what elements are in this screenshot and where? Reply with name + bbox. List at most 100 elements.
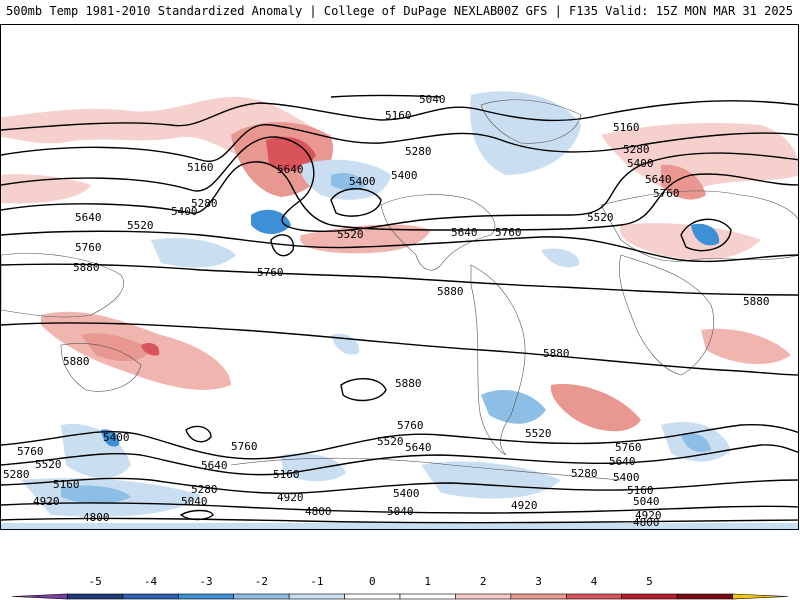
color-scale-swatches xyxy=(11,593,789,600)
model-run-info: 00Z GFS | F135 Valid: 15Z MON MAR 31 202… xyxy=(496,4,793,18)
contour-label: 5760 xyxy=(257,266,284,279)
cold-anomaly-core xyxy=(251,209,291,234)
contour-label: 5760 xyxy=(75,241,102,254)
contour-label: 4920 xyxy=(511,499,538,512)
cold-anomaly-core xyxy=(101,429,120,447)
contour-label: 5400 xyxy=(103,431,130,444)
color-scale-swatch xyxy=(510,593,567,600)
height-contours xyxy=(1,94,798,524)
contour-label: 4800 xyxy=(633,516,660,529)
cold-anomaly-region xyxy=(61,424,131,479)
contour-label: 5400 xyxy=(613,471,640,484)
color-scale-swatch xyxy=(676,593,733,600)
color-scale-swatch xyxy=(455,593,512,600)
contour-label: 5160 xyxy=(627,484,654,497)
warm-anomaly-region xyxy=(550,384,641,432)
contour-label: 5280 xyxy=(3,468,30,481)
contour-label: 5880 xyxy=(437,285,464,298)
color-scale: -5 -4 -3 -2 -1 0 1 2 3 4 5 xyxy=(11,575,789,600)
contour-label: 5880 xyxy=(743,295,770,308)
contour-label: 5280 xyxy=(191,483,218,496)
contour-label: 5280 xyxy=(571,467,598,480)
color-scale-swatch xyxy=(399,593,456,600)
contour-label: 5520 xyxy=(337,228,364,241)
contour-label: 4920 xyxy=(277,491,304,504)
anomaly-shading xyxy=(1,91,798,529)
contour-label: 5280 xyxy=(623,143,650,156)
contour-label: 5160 xyxy=(53,478,80,491)
color-scale-tick-label: 4 xyxy=(591,575,598,588)
cold-anomaly-region xyxy=(1,523,798,529)
contour-label: 5520 xyxy=(35,458,62,471)
contour-label: 4800 xyxy=(83,511,110,524)
warm-anomaly-region xyxy=(81,333,151,362)
contour-label: 5520 xyxy=(377,435,404,448)
color-scale-swatch xyxy=(177,593,235,600)
contour-label: 4800 xyxy=(305,505,332,518)
cold-anomaly-region xyxy=(331,333,360,355)
cold-anomaly-region xyxy=(331,173,366,191)
color-scale-tick-label: -3 xyxy=(199,575,212,588)
color-scale-swatch xyxy=(621,593,678,600)
map-title: 500mb Temp 1981-2010 Standardized Anomal… xyxy=(6,4,498,18)
contour-label: 5400 xyxy=(627,157,654,170)
contour-label: 5040 xyxy=(419,93,446,106)
color-scale-swatch xyxy=(122,593,179,600)
contour-label: 5520 xyxy=(525,427,552,440)
color-scale-tick-label: -5 xyxy=(89,575,102,588)
anomaly-map: 5040 5160 5160 5160 5280 5280 5280 5400 … xyxy=(0,24,799,530)
contour-label: 5880 xyxy=(73,261,100,274)
contour-label: 5640 xyxy=(451,226,478,239)
warm-anomaly-region xyxy=(601,123,798,195)
contour-label: 5160 xyxy=(273,468,300,481)
contour-label: 5400 xyxy=(171,205,198,218)
contour-label: 5640 xyxy=(201,459,228,472)
cold-anomaly-region xyxy=(541,248,580,268)
cold-anomaly-region xyxy=(281,453,346,482)
contour-label: 5280 xyxy=(405,145,432,158)
color-scale-swatch xyxy=(565,593,623,600)
contour-label: 5760 xyxy=(495,226,522,239)
color-scale-swatch xyxy=(11,593,68,600)
contour-label: 5280 xyxy=(191,197,218,210)
warm-anomaly-region xyxy=(620,223,761,260)
contour-label: 5400 xyxy=(393,487,420,500)
color-scale-tick-label: -4 xyxy=(144,575,158,588)
color-scale-swatch xyxy=(288,593,345,600)
cold-anomaly-core xyxy=(691,223,720,246)
warm-anomaly-core xyxy=(141,343,160,356)
contour-label: 5760 xyxy=(17,445,44,458)
color-scale-swatch xyxy=(344,593,401,600)
contour-label: 5640 xyxy=(277,163,304,176)
cold-anomaly-region xyxy=(681,433,711,453)
contour-labels: 5040 5160 5160 5160 5280 5280 5280 5400 … xyxy=(3,93,770,529)
contour-label: 5160 xyxy=(613,121,640,134)
contour-label: 5640 xyxy=(75,211,102,224)
contour-label: 5640 xyxy=(645,173,672,186)
color-scale-tick-label: 2 xyxy=(480,575,487,588)
contour-label: 5400 xyxy=(349,175,376,188)
color-scale-swatch xyxy=(67,593,124,600)
contour-label: 5760 xyxy=(653,187,680,200)
contour-label: 5040 xyxy=(387,505,414,518)
contour-label: 5880 xyxy=(395,377,422,390)
color-scale-tick-label: 5 xyxy=(646,575,653,588)
contour-label: 5520 xyxy=(127,219,154,232)
cold-anomaly-region xyxy=(470,91,581,175)
contour-label: 5040 xyxy=(633,495,660,508)
color-scale-swatch xyxy=(233,593,290,600)
contour-label: 5400 xyxy=(391,169,418,182)
cold-anomaly-region xyxy=(61,485,131,504)
cold-anomaly-region xyxy=(421,461,561,499)
contour-5040 xyxy=(330,94,442,98)
coastlines xyxy=(1,99,798,481)
warm-anomaly-region xyxy=(701,328,791,365)
contour-label: 4920 xyxy=(33,495,60,508)
color-scale-tick-label: 1 xyxy=(424,575,431,588)
contour-label: 5640 xyxy=(405,441,432,454)
color-scale-tick-label: -2 xyxy=(255,575,268,588)
contour-label: 5880 xyxy=(543,347,570,360)
contour-label: 5880 xyxy=(63,355,90,368)
color-scale-tick-label: 3 xyxy=(535,575,542,588)
contour-label: 5040 xyxy=(181,495,208,508)
